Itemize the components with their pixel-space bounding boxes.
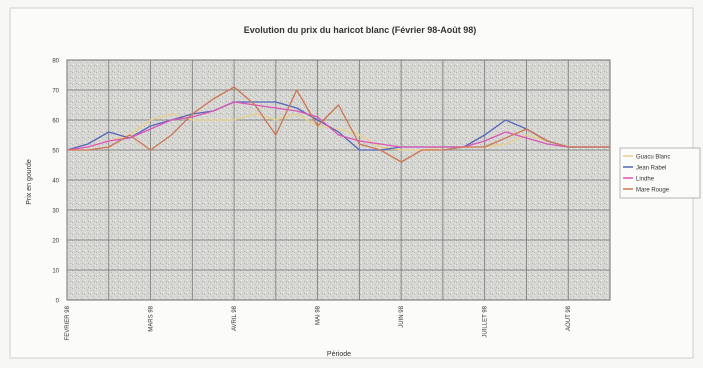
y-tick-label: 30 (52, 209, 59, 215)
legend-label-1: Jean Rabel (636, 166, 666, 172)
grid-lines (66, 59, 611, 301)
series-line-1 (66, 101, 610, 151)
series-line-2 (66, 101, 610, 151)
legend-box (619, 147, 701, 199)
y-tick-label: 50 (52, 149, 59, 155)
chart-title: Evolution du prix du haricot blanc (Févr… (244, 25, 477, 35)
y-tick-label: 70 (52, 89, 59, 95)
x-tick-label: AOUT 98 (566, 305, 572, 331)
x-axis-ticks: FEVRIER 98 MARS 98 AVRIL 98 MAI 98 JUIN 98 JU… (65, 305, 572, 340)
legend-label-3: Mare Rouge (636, 188, 670, 194)
x-axis-label: Période (327, 351, 351, 358)
x-tick-label: JUIN 98 (399, 305, 405, 327)
x-tick-label: AVRIL 98 (232, 305, 238, 331)
y-tick-label: 20 (52, 239, 59, 245)
legend-label-0: Guacu Blanc (636, 155, 670, 161)
y-tick-label: 0 (56, 299, 60, 305)
legend: Guacu Blanc Jean Rabel Lindhe Mare Rouge (619, 147, 701, 199)
y-axis-ticks: 0 10 20 30 40 50 60 70 80 (52, 59, 59, 305)
x-tick-label: MAI 98 (316, 305, 322, 325)
x-tick-label: FEVRIER 98 (65, 305, 71, 340)
series-line-0 (66, 113, 610, 151)
x-tick-label: MARS 98 (149, 305, 155, 331)
y-tick-label: 80 (52, 59, 59, 65)
series-line-3 (67, 86, 610, 163)
series-lines (66, 86, 610, 163)
legend-label-2: Lindhe (636, 177, 655, 183)
y-tick-label: 10 (52, 269, 59, 275)
y-tick-label: 60 (52, 119, 59, 125)
y-axis-label: Prix en gourde (26, 159, 33, 205)
y-tick-label: 40 (52, 179, 59, 185)
x-tick-label: JUILLET 98 (483, 305, 489, 337)
